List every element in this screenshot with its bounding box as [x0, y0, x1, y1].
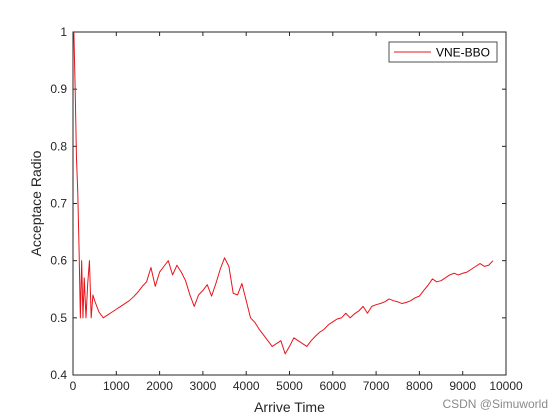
x-tick-label: 6000	[319, 379, 346, 393]
y-tick-label: 1	[60, 25, 67, 39]
x-axis-label: Arrive Time	[254, 399, 325, 415]
x-tick-label: 10000	[489, 379, 523, 393]
y-tick-label: 0.8	[50, 139, 67, 153]
x-tick-label: 3000	[190, 379, 217, 393]
y-axis-label: Acceptace Radio	[28, 150, 44, 256]
y-tick-label: 0.9	[50, 82, 67, 96]
x-tick-label: 2000	[146, 379, 173, 393]
series-layer	[73, 31, 494, 355]
legend-label-vne-bbo: VNE-BBO	[436, 46, 490, 60]
legend: VNE-BBO	[388, 41, 498, 63]
axes-box	[72, 31, 507, 376]
watermark-text: CSDN @Simuworld	[442, 397, 548, 411]
y-tick-label: 0.5	[50, 311, 67, 325]
series-line-vne-bbo	[73, 31, 494, 355]
y-tick-label: 0.7	[50, 197, 67, 211]
legend-box	[388, 41, 498, 63]
x-tick-label: 1000	[103, 379, 130, 393]
y-tick-label: 0.4	[50, 368, 67, 382]
y-axis-ticks: 0.4 0.5 0.6 0.7 0.8 0.9 1	[50, 25, 506, 382]
x-tick-label: 4000	[233, 379, 260, 393]
x-axis-ticks: 0 1000 2000 3000 4000 5000 6000 7000 8000 9000 100…	[70, 32, 523, 393]
y-tick-label: 0.6	[50, 254, 67, 268]
x-tick-label: 8000	[406, 379, 433, 393]
x-tick-label: 7000	[363, 379, 390, 393]
x-tick-label: 0	[70, 379, 77, 393]
x-tick-label: 5000	[276, 379, 303, 393]
x-tick-label: 9000	[449, 379, 476, 393]
plot-area	[72, 31, 507, 376]
